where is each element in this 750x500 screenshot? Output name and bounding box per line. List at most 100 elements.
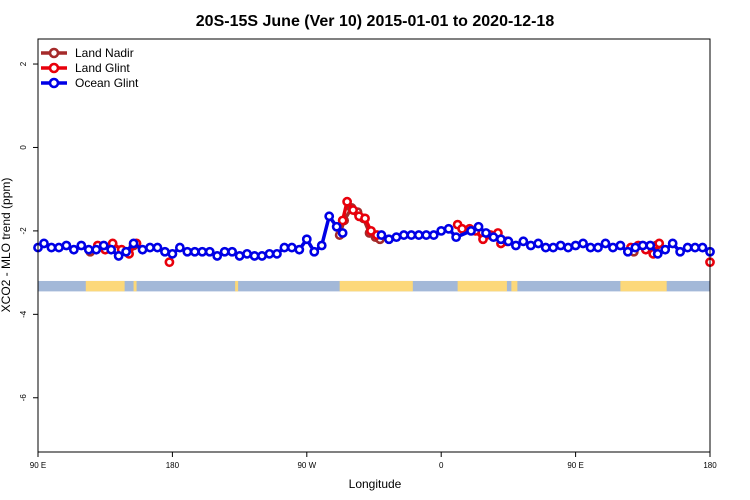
land-segment-6	[620, 280, 667, 292]
data-point	[630, 242, 641, 253]
data-point	[106, 244, 117, 255]
data-point	[667, 238, 678, 249]
data-point	[682, 242, 693, 253]
data-point	[593, 242, 603, 253]
data-point	[675, 246, 686, 257]
data-point	[145, 242, 155, 253]
x-tick-label: 90 E	[30, 461, 46, 470]
land-segment-2	[235, 280, 239, 292]
data-point	[76, 240, 87, 251]
data-point	[174, 242, 185, 253]
data-point	[585, 242, 596, 253]
data-point	[68, 244, 79, 255]
data-point	[488, 232, 499, 243]
data-point	[428, 230, 439, 240]
data-point	[294, 244, 305, 255]
data-point	[555, 240, 566, 251]
data-point	[54, 242, 64, 253]
data-point	[39, 238, 49, 249]
land-ocean-strip	[38, 280, 710, 292]
data-point	[264, 248, 275, 259]
y-tick-label: -2	[19, 227, 28, 235]
data-point	[227, 246, 238, 257]
x-axis-label: Longitude	[349, 477, 402, 491]
data-point	[466, 225, 476, 236]
series-layer	[33, 196, 715, 268]
data-point	[391, 232, 402, 243]
x-tick-label: 90 W	[297, 461, 316, 470]
series-ocean-glint	[33, 211, 715, 261]
x-tick-label: 180	[166, 461, 180, 470]
data-point	[652, 248, 663, 259]
data-point	[637, 240, 648, 251]
data-point	[164, 257, 175, 268]
legend-label: Ocean Glint	[75, 76, 139, 90]
data-point	[473, 221, 484, 232]
data-point	[121, 246, 132, 257]
data-point	[660, 244, 671, 255]
data-point	[360, 213, 370, 224]
data-point	[518, 236, 529, 247]
y-tick-label: -6	[19, 394, 28, 402]
data-point	[234, 251, 245, 261]
land-segment-1	[133, 280, 137, 292]
land-segment-3	[339, 280, 413, 292]
data-point	[324, 211, 335, 222]
legend-item: Land Glint	[41, 61, 130, 75]
data-point	[540, 242, 551, 253]
data-point	[212, 251, 223, 261]
data-point	[690, 242, 700, 253]
data-point	[436, 225, 447, 236]
legend-swatch-marker	[48, 77, 60, 89]
data-point	[406, 230, 417, 240]
y-axis-label: XCO2 - MLO trend (ppm)	[0, 178, 13, 313]
data-point	[249, 251, 260, 261]
legend-swatch-marker	[48, 47, 60, 59]
data-point	[622, 246, 633, 257]
data-point	[348, 205, 358, 215]
x-tick-label: 180	[703, 461, 717, 470]
data-point	[337, 228, 348, 238]
data-point	[548, 242, 559, 253]
data-point	[242, 248, 252, 259]
data-point	[301, 234, 312, 245]
data-point	[457, 223, 468, 234]
land-segment-5	[511, 280, 518, 292]
data-point	[316, 240, 327, 251]
legend-label: Land Glint	[75, 61, 130, 75]
data-point	[286, 242, 297, 253]
data-point	[496, 234, 506, 245]
data-point	[525, 240, 536, 251]
y-tick-label: 2	[19, 61, 28, 66]
data-point	[257, 251, 267, 261]
data-point	[219, 246, 230, 257]
data-point	[697, 242, 708, 253]
data-point	[309, 246, 320, 257]
legend-item: Land Nadir	[41, 46, 134, 60]
data-point	[510, 240, 521, 251]
y-tick-label: -4	[19, 310, 28, 318]
x-axis: 90 E 180 90 W 0 90 E 180	[30, 452, 717, 470]
data-point	[608, 242, 618, 253]
data-point	[451, 232, 462, 243]
plot-frame	[37, 38, 711, 453]
data-point	[615, 240, 626, 251]
data-point	[204, 246, 215, 257]
data-point	[337, 215, 348, 226]
data-point	[46, 242, 57, 253]
data-point	[113, 251, 124, 261]
data-point	[98, 240, 109, 251]
data-point	[128, 238, 139, 249]
data-point	[533, 238, 544, 249]
data-point	[600, 238, 611, 249]
data-point	[645, 240, 656, 251]
legend-item: Ocean Glint	[41, 76, 139, 90]
data-point	[272, 248, 282, 259]
y-tick-label: 0	[19, 145, 28, 150]
data-point	[563, 242, 574, 253]
data-point	[152, 242, 163, 253]
legend-label: Land Nadir	[75, 46, 134, 60]
data-point	[443, 223, 454, 234]
land-segment-4	[457, 280, 507, 292]
